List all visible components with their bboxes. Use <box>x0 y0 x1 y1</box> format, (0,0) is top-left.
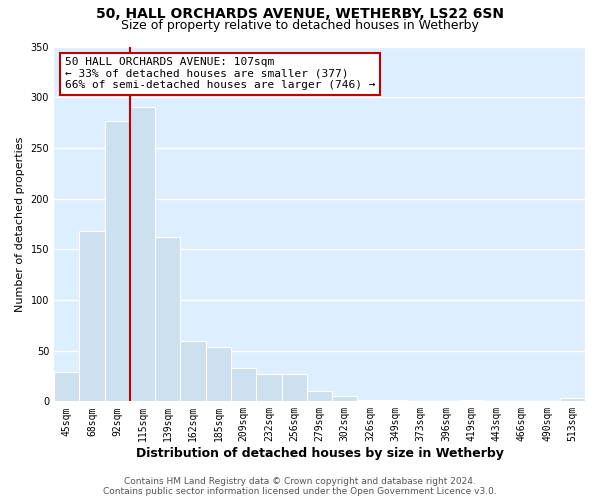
Bar <box>307 391 332 402</box>
Bar <box>231 368 256 402</box>
Bar <box>206 346 231 402</box>
X-axis label: Distribution of detached houses by size in Wetherby: Distribution of detached houses by size … <box>136 447 503 460</box>
Text: Size of property relative to detached houses in Wetherby: Size of property relative to detached ho… <box>121 18 479 32</box>
Bar <box>256 374 281 402</box>
Bar <box>54 372 79 402</box>
Text: 50 HALL ORCHARDS AVENUE: 107sqm
← 33% of detached houses are smaller (377)
66% o: 50 HALL ORCHARDS AVENUE: 107sqm ← 33% of… <box>65 57 375 90</box>
Bar <box>281 374 307 402</box>
Bar <box>104 120 130 402</box>
Text: 50, HALL ORCHARDS AVENUE, WETHERBY, LS22 6SN: 50, HALL ORCHARDS AVENUE, WETHERBY, LS22… <box>96 8 504 22</box>
Bar <box>332 396 358 402</box>
Bar <box>358 400 383 402</box>
Bar <box>181 340 206 402</box>
Bar <box>79 231 104 402</box>
Bar <box>383 400 408 402</box>
Text: Contains HM Land Registry data © Crown copyright and database right 2024.
Contai: Contains HM Land Registry data © Crown c… <box>103 476 497 496</box>
Y-axis label: Number of detached properties: Number of detached properties <box>15 136 25 312</box>
Bar <box>560 398 585 402</box>
Bar <box>155 237 181 402</box>
Bar <box>130 108 155 402</box>
Bar <box>458 400 484 402</box>
